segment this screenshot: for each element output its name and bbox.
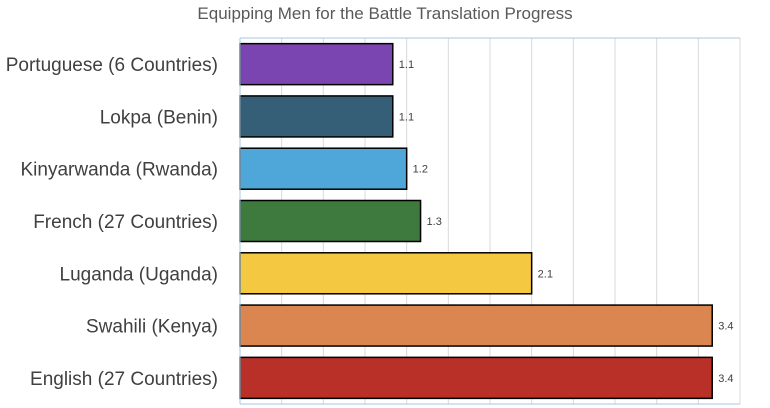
category-labels: Portuguese (6 Countries) Lokpa (Benin) Kin… [6,55,218,390]
category-label: Swahili (Kenya) [86,317,218,338]
value-labels: 1.1 1.1 1.2 1.3 2.1 3.4 3.4 [399,59,734,385]
bar [239,252,533,295]
category-label: French (27 Countries) [33,212,218,233]
bar [239,304,713,347]
bar [239,356,713,400]
bars [239,42,713,400]
category-label: English (27 Countries) [30,369,218,390]
category-label: Luganda (Uganda) [60,264,218,285]
category-label: Portuguese (6 Countries) [6,55,218,76]
data-label: 3.4 [718,373,733,385]
bar [239,147,408,190]
data-label: 1.1 [399,59,414,71]
data-label: 2.1 [538,268,553,280]
data-label: 1.2 [413,164,428,176]
data-label: 3.4 [718,321,733,333]
chart-title: Equipping Men for the Battle Translation… [197,4,573,23]
bar [239,199,422,243]
bar [239,95,394,138]
category-label: Kinyarwanda (Rwanda) [21,160,219,181]
category-label: Lokpa (Benin) [100,107,218,128]
data-label: 1.3 [427,216,442,228]
data-label: 1.1 [399,111,414,123]
bar [239,42,394,86]
